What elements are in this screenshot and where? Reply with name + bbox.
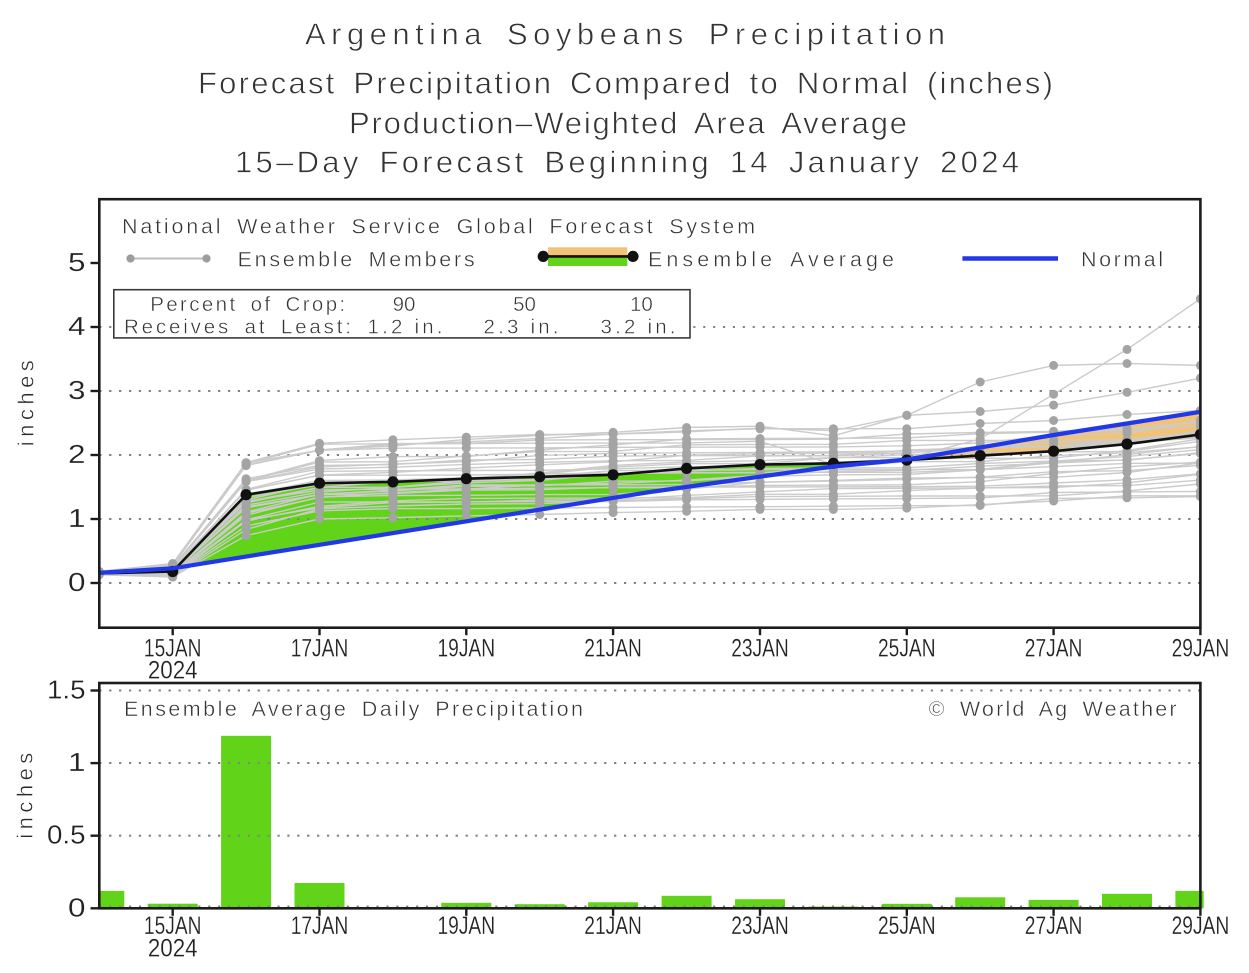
svg-text:1.5: 1.5 xyxy=(47,675,86,705)
svg-text:2024: 2024 xyxy=(148,657,198,685)
svg-text:0: 0 xyxy=(68,892,86,922)
svg-text:25JAN: 25JAN xyxy=(878,912,936,940)
svg-text:29JAN: 29JAN xyxy=(1172,635,1230,663)
svg-text:0: 0 xyxy=(68,567,86,597)
svg-text:50: 50 xyxy=(513,293,536,316)
svg-text:2024: 2024 xyxy=(148,934,198,962)
svg-text:1: 1 xyxy=(68,747,86,777)
svg-text:5: 5 xyxy=(68,247,86,277)
svg-text:1: 1 xyxy=(68,503,86,533)
svg-text:4: 4 xyxy=(68,311,86,341)
svg-text:25JAN: 25JAN xyxy=(878,635,936,663)
svg-text:23JAN: 23JAN xyxy=(731,635,789,663)
svg-text:90: 90 xyxy=(393,293,416,316)
svg-text:3.2 in.: 3.2 in. xyxy=(601,316,676,339)
svg-text:Ensemble Average: Ensemble Average xyxy=(648,248,894,272)
svg-text:1.2 in.: 1.2 in. xyxy=(368,316,443,339)
svg-text:17JAN: 17JAN xyxy=(291,912,349,940)
svg-text:Argentina Soybeans Precipitati: Argentina Soybeans Precipitation xyxy=(305,17,945,52)
svg-text:29JAN: 29JAN xyxy=(1172,912,1230,940)
svg-text:Production–Weighted Area Avera: Production–Weighted Area Average xyxy=(349,105,907,140)
svg-text:21JAN: 21JAN xyxy=(584,635,642,663)
svg-text:Receives at Least:: Receives at Least: xyxy=(124,316,351,339)
svg-text:3: 3 xyxy=(68,375,86,405)
svg-text:19JAN: 19JAN xyxy=(438,635,496,663)
svg-text:2: 2 xyxy=(68,439,86,469)
svg-text:0.5: 0.5 xyxy=(47,820,86,850)
svg-text:19JAN: 19JAN xyxy=(438,912,496,940)
svg-text:15JAN: 15JAN xyxy=(144,635,202,663)
svg-text:National Weather Service Globa: National Weather Service Global Forecast… xyxy=(122,214,755,238)
svg-text:27JAN: 27JAN xyxy=(1025,912,1083,940)
svg-text:23JAN: 23JAN xyxy=(731,912,789,940)
svg-text:2.3 in.: 2.3 in. xyxy=(484,316,559,339)
svg-text:Percent of Crop:: Percent of Crop: xyxy=(150,293,345,316)
svg-text:Forecast Precipitation Compare: Forecast Precipitation Compared to Norma… xyxy=(198,66,1053,101)
svg-text:27JAN: 27JAN xyxy=(1025,635,1083,663)
svg-text:Ensemble Average Daily Precipi: Ensemble Average Daily Precipitation xyxy=(124,697,583,721)
svg-text:10: 10 xyxy=(630,293,653,316)
svg-text:© World Ag Weather: © World Ag Weather xyxy=(929,697,1177,721)
svg-text:Ensemble Members: Ensemble Members xyxy=(238,248,475,272)
svg-text:21JAN: 21JAN xyxy=(584,912,642,940)
svg-text:15JAN: 15JAN xyxy=(144,912,202,940)
svg-text:17JAN: 17JAN xyxy=(291,635,349,663)
